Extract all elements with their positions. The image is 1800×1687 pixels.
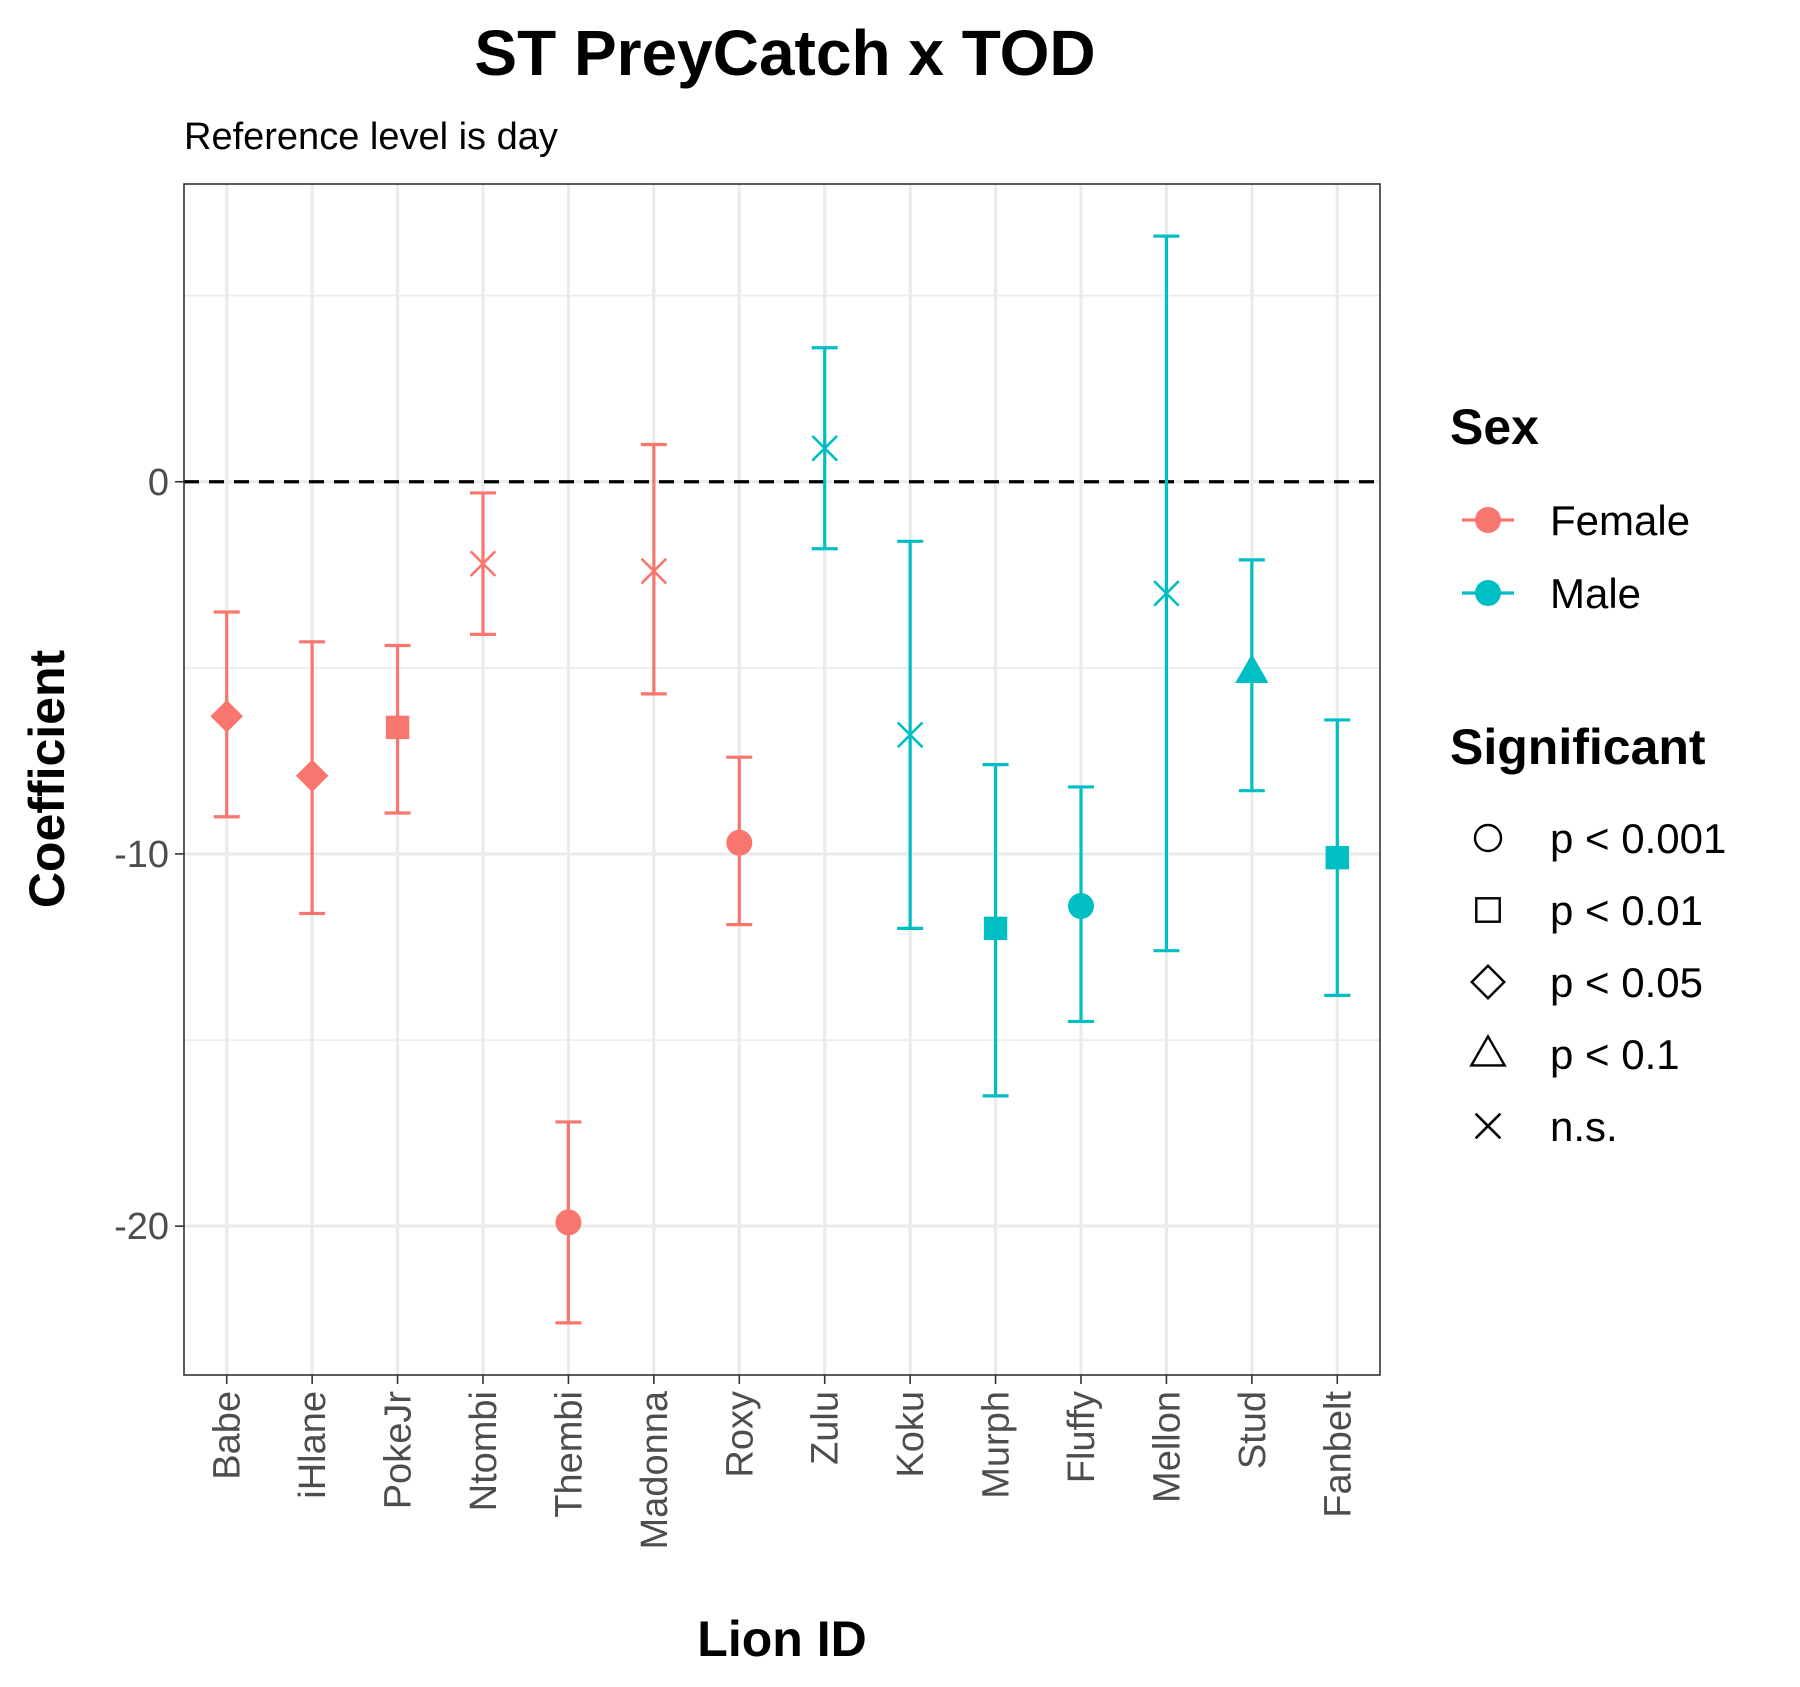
point-marker [295,759,329,793]
point-marker [210,699,243,733]
point-group-pokejr [384,643,411,815]
plot-background [184,184,1380,1375]
point-marker [896,721,924,749]
legend-label: p < 0.001 [1550,815,1726,862]
point-group-babe [210,610,243,819]
x-tick-label: Babe [207,1391,249,1480]
y-axis-title: Coefficient [19,649,75,908]
legend-significance-title: Significant [1450,719,1706,775]
legend-shape-square [1475,897,1501,923]
point-group-koku [896,539,924,930]
point-marker [1235,654,1269,683]
point-group-madonna [640,442,668,696]
point-group-fluffy [1068,785,1094,1024]
legend-label: p < 0.01 [1550,887,1703,934]
x-tick-label: Koku [890,1391,932,1478]
chart-subtitle: Reference level is day [184,116,558,158]
point-group-ntombi [469,491,497,636]
point-group-fanbelt [1324,718,1351,997]
legend-shape-diamond [1470,964,1506,1000]
y-tick-label: -10 [114,834,169,876]
point-marker [1068,893,1094,920]
cross-stroke [811,434,838,462]
legend-key-dot [1475,507,1501,533]
point-marker [640,557,668,585]
point-marker [555,1209,582,1236]
x-tick-label: Zulu [805,1391,847,1465]
cross-stroke [1474,1112,1502,1140]
point-marker [1153,580,1180,607]
data-marks [210,234,1351,1325]
x-tick-label: iHlane [292,1391,334,1499]
legend-key-dot [1475,580,1501,606]
cross-stroke [469,550,497,577]
y-tick-label: -20 [114,1206,169,1248]
x-tick-label: Mellon [1146,1391,1188,1503]
y-axis: 0 -10 -20 [114,462,184,1248]
point-marker [469,550,497,577]
cross-stroke [1153,580,1180,607]
legend: Sex Significant Female Male p < 0.001 p < 0… [1450,399,1726,1150]
point-group-thembi [555,1120,582,1325]
point-group-zulu [811,346,838,551]
legend-label: p < 0.05 [1550,959,1703,1006]
legend-shape-cross [1474,1112,1502,1140]
point-group-roxy [726,755,753,927]
y-tick-label: 0 [148,462,169,504]
cross-stroke [896,721,924,749]
legend-label: n.s. [1550,1103,1618,1150]
legend-sex-title: Sex [1450,399,1539,455]
legend-label: Female [1550,497,1690,544]
point-marker [385,715,410,740]
legend-label: p < 0.1 [1550,1031,1680,1078]
point-marker [811,434,838,462]
point-group-murph [982,763,1009,1098]
point-marker [726,829,753,856]
legend-shape-triangle [1469,1034,1507,1067]
point-marker [1325,845,1349,870]
x-tick-label: Fanbelt [1317,1391,1359,1518]
point-group-mellon [1153,234,1180,953]
plot-panel-border [183,183,1381,1376]
legend-shape-circle [1473,823,1503,853]
x-tick-label: Stud [1232,1391,1274,1469]
x-tick-label: Fluffy [1061,1391,1103,1483]
x-tick-label: Madonna [634,1390,676,1549]
legend-label: Male [1550,570,1641,617]
x-tick-label: PokeJr [378,1391,420,1510]
x-axis: Babe iHlane PokeJr Ntombi Thembi Madonna Roxy Z… [207,1375,1359,1549]
x-axis-title: Lion ID [697,1611,866,1667]
x-tick-label: Murph [976,1391,1018,1499]
x-tick-label: Roxy [719,1391,761,1478]
cross-stroke [640,557,668,585]
point-group-stud [1235,558,1269,793]
point-group-ihlane [295,640,329,916]
x-tick-label: Thembi [548,1391,590,1518]
point-marker [983,916,1008,941]
x-tick-label: Ntombi [463,1391,505,1511]
chart-title: ST PreyCatch x TOD [474,17,1095,89]
